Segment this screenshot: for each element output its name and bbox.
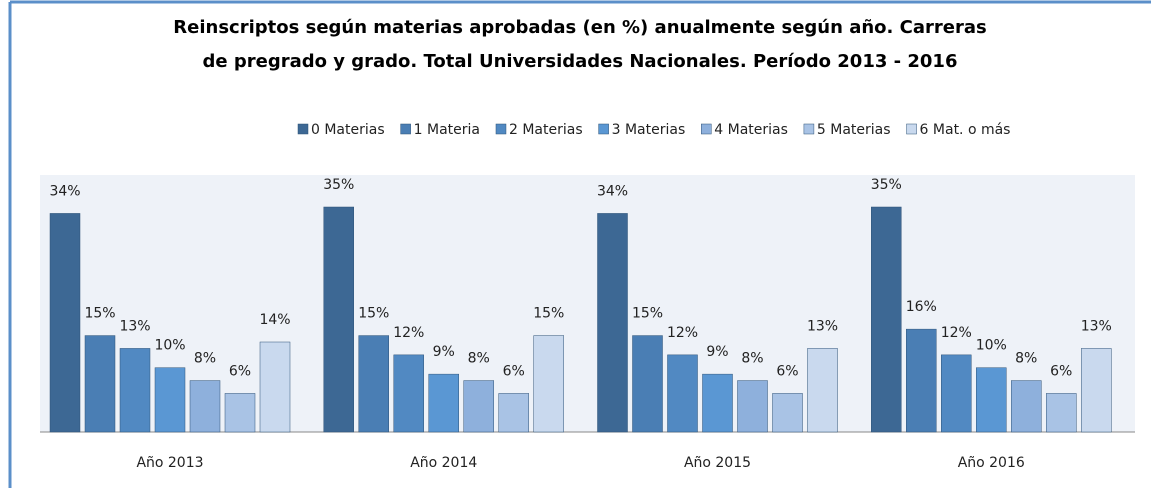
data-label: 15% bbox=[84, 306, 115, 322]
data-label: 12% bbox=[667, 325, 698, 341]
bar bbox=[84, 335, 116, 433]
legend-swatch bbox=[906, 123, 917, 135]
data-label: 35% bbox=[323, 177, 354, 193]
data-label: 12% bbox=[941, 325, 972, 341]
x-tick-label: Año 2013 bbox=[136, 455, 203, 471]
data-label: 13% bbox=[119, 318, 150, 334]
data-label: 10% bbox=[154, 338, 185, 354]
bar bbox=[49, 213, 81, 433]
legend-label: 5 Materias bbox=[817, 122, 891, 138]
legend-label: 0 Materias bbox=[311, 122, 385, 138]
bar bbox=[597, 213, 628, 433]
bar bbox=[498, 393, 529, 433]
data-label: 34% bbox=[597, 183, 628, 199]
x-tick-label: Año 2014 bbox=[410, 455, 477, 471]
data-label: 34% bbox=[49, 183, 80, 199]
data-label: 10% bbox=[976, 338, 1007, 354]
data-label: 16% bbox=[906, 299, 937, 315]
data-label: 14% bbox=[259, 312, 290, 328]
x-tick-label: Año 2015 bbox=[684, 455, 751, 471]
data-label: 6% bbox=[503, 363, 525, 379]
data-label: 35% bbox=[871, 177, 902, 193]
legend-label: 2 Materias bbox=[509, 122, 583, 138]
data-label: 6% bbox=[1050, 363, 1072, 379]
bar bbox=[323, 206, 354, 433]
legend-label: 4 Materias bbox=[714, 122, 788, 138]
x-tick-label: Año 2016 bbox=[958, 455, 1025, 471]
bar bbox=[1011, 380, 1042, 433]
bar bbox=[428, 373, 459, 433]
bar bbox=[119, 348, 151, 433]
legend-swatch bbox=[400, 123, 411, 135]
data-label: 12% bbox=[393, 325, 424, 341]
bar bbox=[976, 367, 1007, 433]
bar bbox=[358, 335, 389, 433]
bar bbox=[807, 348, 838, 433]
bar bbox=[772, 393, 803, 433]
legend-swatch bbox=[701, 123, 712, 135]
legend-label: 1 Materia bbox=[414, 122, 480, 138]
legend-swatch bbox=[803, 123, 815, 135]
data-label: 8% bbox=[741, 351, 763, 367]
bar bbox=[393, 354, 424, 433]
data-label: 15% bbox=[358, 306, 389, 322]
bar bbox=[737, 380, 768, 433]
legend-label: 6 Mat. o más bbox=[920, 122, 1011, 138]
data-label: 6% bbox=[776, 363, 798, 379]
bar bbox=[189, 380, 221, 433]
bar bbox=[906, 328, 937, 433]
legend-label: 3 Materias bbox=[612, 122, 686, 138]
data-label: 8% bbox=[194, 351, 216, 367]
bar bbox=[702, 373, 733, 433]
legend-swatch bbox=[495, 123, 507, 135]
bar bbox=[533, 335, 564, 433]
data-label: 9% bbox=[706, 344, 728, 360]
bar bbox=[941, 354, 972, 433]
data-label: 8% bbox=[468, 351, 490, 367]
legend-swatch bbox=[297, 123, 309, 135]
data-label: 6% bbox=[229, 363, 251, 379]
bar bbox=[1081, 348, 1112, 433]
bar bbox=[1046, 393, 1077, 433]
data-label: 9% bbox=[433, 344, 455, 360]
bar bbox=[463, 380, 494, 433]
data-label: 15% bbox=[632, 306, 663, 322]
bar bbox=[871, 206, 902, 433]
bar bbox=[259, 341, 291, 433]
legend-swatch bbox=[598, 123, 609, 135]
chart-title: Reinscriptos según materias aprobadas (e… bbox=[173, 17, 986, 38]
data-label: 8% bbox=[1015, 351, 1037, 367]
bar bbox=[224, 393, 256, 433]
bar bbox=[667, 354, 698, 433]
data-label: 13% bbox=[1081, 318, 1112, 334]
bar bbox=[632, 335, 663, 433]
bar bbox=[154, 367, 186, 433]
data-label: 15% bbox=[533, 306, 564, 322]
chart-title: de pregrado y grado. Total Universidades… bbox=[203, 51, 958, 72]
data-label: 13% bbox=[807, 318, 838, 334]
